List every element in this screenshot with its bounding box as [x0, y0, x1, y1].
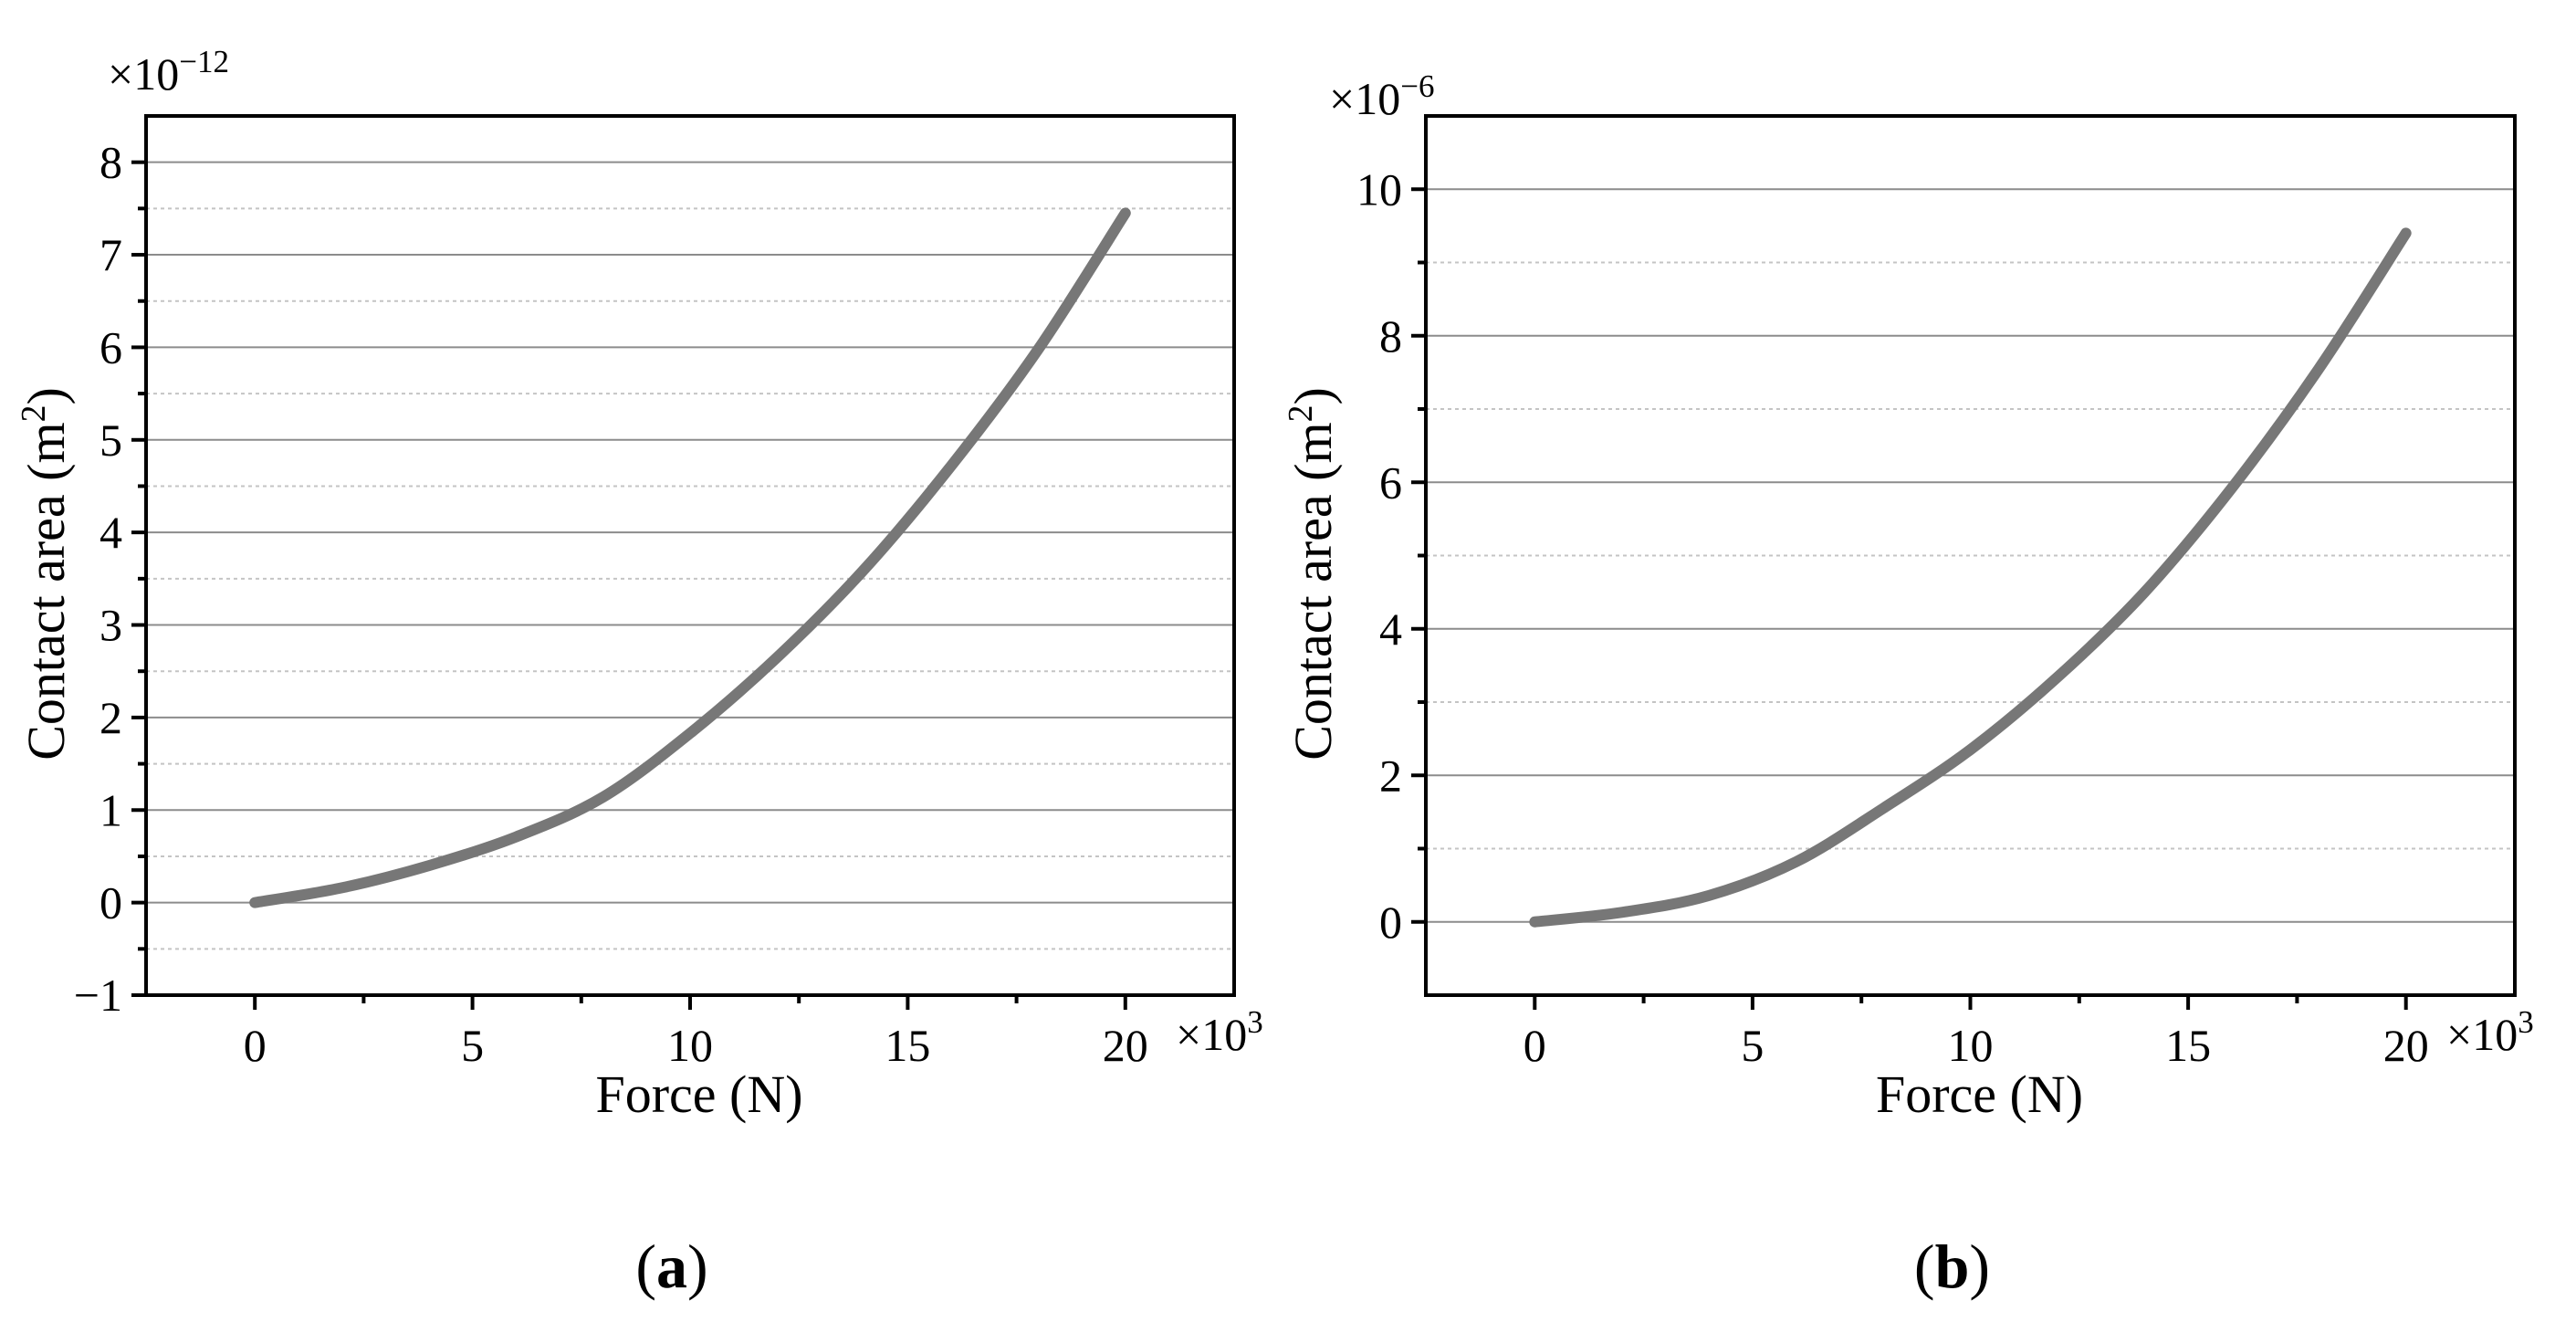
y-tick-label: −1 — [74, 970, 122, 1021]
y-axis-multiplier: ×10−6 — [1329, 68, 1434, 125]
x-tick-label: 10 — [1948, 1020, 1994, 1071]
y-axis-multiplier: ×10−12 — [108, 44, 229, 100]
y-tick-label: 10 — [1356, 163, 1402, 215]
contact-area-curve — [1529, 227, 2412, 928]
x-tick-label: 15 — [2165, 1020, 2211, 1071]
x-axis-multiplier: ×103 — [1176, 1004, 1263, 1061]
x-axis-label: Force (N) — [595, 1065, 802, 1124]
y-tick-label: 3 — [99, 600, 122, 651]
y-axis-label: Contact area (m2) — [1282, 387, 1343, 761]
y-tick-label: 1 — [99, 784, 122, 835]
y-tick-label: 8 — [1379, 310, 1402, 362]
y-tick-label: 6 — [1379, 456, 1402, 508]
y-tick-label: 4 — [1379, 603, 1402, 655]
y-tick-label: 5 — [99, 414, 122, 466]
x-tick-label: 0 — [244, 1020, 267, 1071]
x-tick-label: 0 — [1524, 1020, 1546, 1071]
x-axis-label: Force (N) — [1876, 1065, 2083, 1124]
y-tick-label: 6 — [99, 321, 122, 372]
y-tick-label: 7 — [99, 229, 122, 280]
chart-panel-b: 0 5 10 15 20 0 2 4 6 8 10 ×10−6 ×103 Force (N) Contact… — [1282, 68, 2534, 1302]
x-tick-label: 5 — [1741, 1020, 1764, 1071]
y-tick-label: 2 — [1379, 750, 1402, 801]
panel-label: (b) — [1914, 1232, 1990, 1301]
y-tick-label: 2 — [99, 692, 122, 743]
y-tick-label: 0 — [99, 877, 122, 929]
y-tick-label: 8 — [99, 137, 122, 188]
plot-frame — [144, 114, 1236, 997]
chart-panel-a: 0 5 10 15 20 −1 0 1 2 3 4 5 6 7 8 ×10−12 ×103 Force (N) Co… — [15, 44, 1263, 1302]
x-axis-multiplier: ×103 — [2446, 1004, 2534, 1061]
y-tick-label: 4 — [99, 507, 122, 558]
x-tick-label: 5 — [461, 1020, 484, 1071]
contact-area-curve — [249, 207, 1131, 908]
y-axis-label: Contact area (m2) — [15, 387, 76, 761]
x-tick-label: 20 — [2383, 1020, 2429, 1071]
x-tick-label: 20 — [1103, 1020, 1148, 1071]
panel-label: (a) — [635, 1232, 707, 1301]
x-tick-label: 15 — [885, 1020, 930, 1071]
y-tick-label: 0 — [1379, 897, 1402, 948]
x-tick-label: 10 — [667, 1020, 713, 1071]
